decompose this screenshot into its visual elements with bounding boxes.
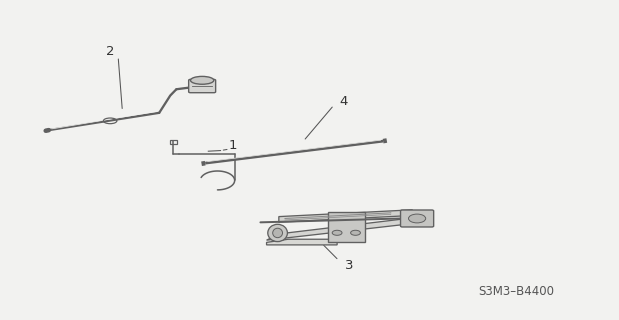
- Ellipse shape: [268, 224, 287, 242]
- Polygon shape: [279, 210, 412, 222]
- FancyBboxPatch shape: [328, 212, 365, 242]
- Circle shape: [350, 230, 360, 235]
- Text: 2: 2: [106, 45, 115, 58]
- Text: 1: 1: [228, 139, 237, 152]
- Ellipse shape: [273, 228, 282, 238]
- Ellipse shape: [191, 76, 214, 84]
- Bar: [170, 140, 177, 144]
- Text: 3: 3: [345, 259, 353, 272]
- Text: S3M3–B4400: S3M3–B4400: [478, 285, 554, 298]
- Circle shape: [409, 214, 426, 223]
- FancyBboxPatch shape: [400, 210, 434, 227]
- Text: 4: 4: [339, 95, 347, 108]
- Polygon shape: [267, 219, 407, 240]
- FancyBboxPatch shape: [189, 79, 215, 93]
- Circle shape: [332, 230, 342, 235]
- Polygon shape: [267, 239, 337, 245]
